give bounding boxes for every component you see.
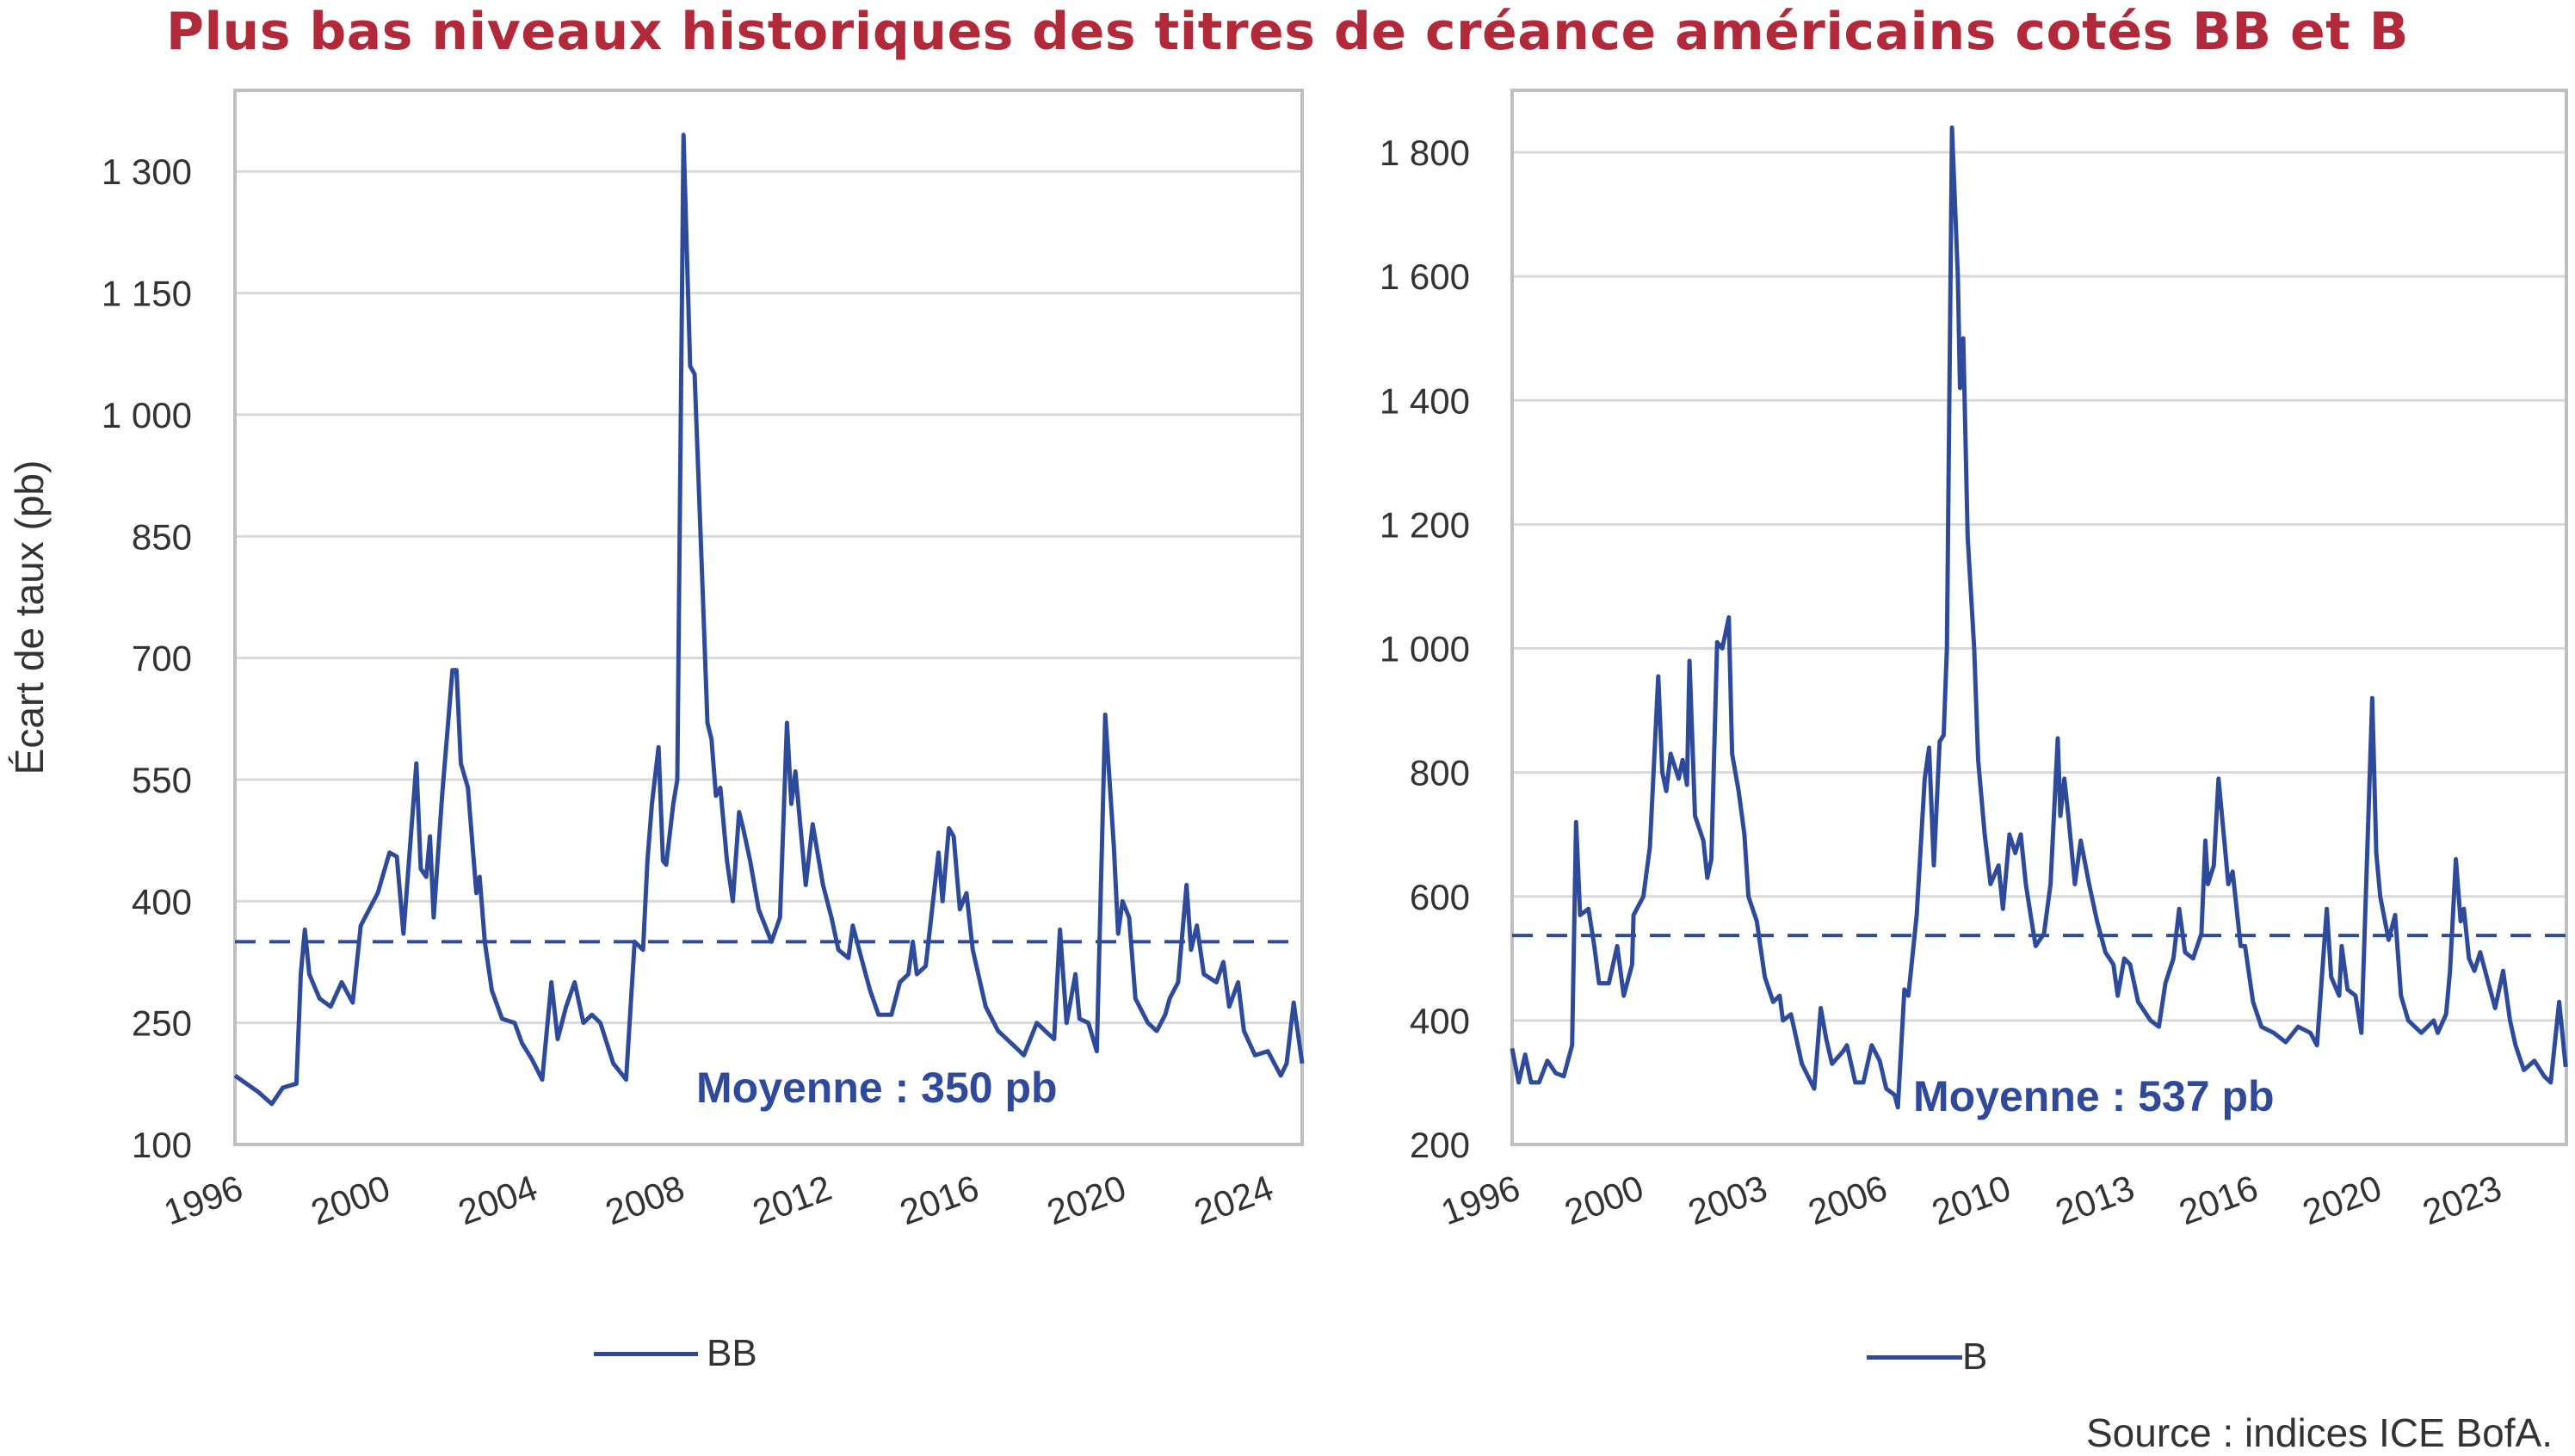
y-tick-label: 100 (132, 1125, 192, 1165)
legend-swatch-b (1867, 1354, 1962, 1360)
chart-title: Plus bas niveaux historiques des titres … (166, 2, 2409, 62)
legend-bb: BB (594, 1332, 757, 1375)
x-tick-label: 2000 (1559, 1167, 1649, 1232)
legend-b: B (1867, 1336, 1987, 1379)
y-tick-label: 1 150 (102, 274, 192, 314)
series-line-b (1510, 125, 2568, 1110)
y-tick-label: 1 000 (102, 395, 192, 435)
x-tick-label: 2023 (2418, 1167, 2507, 1232)
x-tick-label: 2008 (600, 1167, 689, 1232)
y-tick-label: 400 (1410, 1001, 1470, 1041)
y-tick-label: 600 (1410, 877, 1470, 917)
y-tick-label: 1 300 (102, 151, 192, 192)
mean-label-b: Moyenne : 537 pb (1913, 1072, 2275, 1120)
plot-frame (233, 89, 1304, 1146)
plot-frame (1510, 89, 2568, 1146)
y-tick-label: 700 (132, 639, 192, 679)
source-note: Source : indices ICE BofA. (2085, 1410, 2553, 1455)
x-tick-label: 1996 (158, 1167, 248, 1232)
x-tick-label: 2004 (453, 1167, 542, 1232)
y-tick-label: 1 400 (1380, 380, 1470, 421)
y-tick-label: 250 (132, 1003, 192, 1044)
x-tick-label: 2020 (1041, 1167, 1131, 1232)
legend-label-b: B (1962, 1336, 1988, 1378)
y-tick-label: 1 600 (1380, 256, 1470, 297)
x-tick-label: 2024 (1189, 1167, 1278, 1232)
x-tick-label: 2000 (306, 1167, 395, 1232)
y-tick-label: 400 (132, 881, 192, 922)
y-axis-title: Écart de taux (pb) (7, 460, 52, 775)
legend-swatch-bb (594, 1351, 698, 1356)
y-tick-label: 800 (1410, 753, 1470, 793)
chart-bb: 100 250 400 550 700 850 1 000 1 150 1 300 1996 200… (7, 89, 1305, 1232)
x-tick-label: 2016 (894, 1167, 984, 1232)
mean-label-bb: Moyenne : 350 pb (696, 1064, 1058, 1112)
x-tick-label: 2020 (2297, 1167, 2387, 1232)
legend-label-bb: BB (707, 1332, 757, 1374)
y-tick-label: 850 (132, 516, 192, 557)
x-tick-label: 2012 (747, 1167, 837, 1232)
x-tick-label: 2010 (1926, 1167, 2016, 1232)
y-tick-label: 550 (132, 760, 192, 800)
x-tick-label: 2016 (2174, 1167, 2263, 1232)
x-tick-label: 2006 (1803, 1167, 1893, 1232)
y-tick-label: 1 200 (1380, 504, 1470, 545)
y-tick-label: 1 000 (1380, 629, 1470, 669)
x-tick-label: 1996 (1436, 1167, 1525, 1232)
x-tick-label: 2013 (2050, 1167, 2140, 1232)
x-tick-label: 2003 (1683, 1167, 1772, 1232)
chart-b: 200 400 600 800 1 000 1 200 1 400 1 600 1 800 199… (1380, 89, 2568, 1232)
y-tick-label: 200 (1410, 1125, 1470, 1165)
series-line-bb (233, 133, 1305, 1107)
y-tick-label: 1 800 (1380, 133, 1470, 173)
